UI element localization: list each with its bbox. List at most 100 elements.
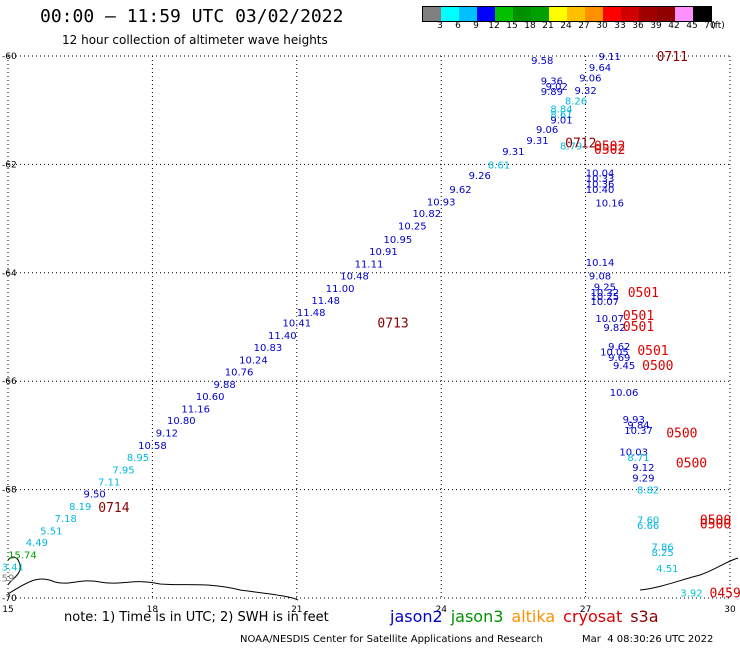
- wave-height-label: 10.83: [254, 343, 283, 354]
- wave-height-label: 9.58: [531, 56, 553, 67]
- satellite-legend-item: jason2: [390, 607, 443, 626]
- legend-swatch: [693, 7, 711, 21]
- wave-height-label: 10.07: [591, 297, 620, 308]
- wave-height-label: 9.89: [541, 87, 563, 98]
- antarctic-coastline-3: [639, 557, 739, 591]
- wave-height-label: 9.32: [574, 86, 596, 97]
- legend-label: 15: [506, 21, 518, 31]
- wave-height-label: 4.51: [656, 564, 678, 575]
- wave-height-label: 10.06: [610, 388, 639, 399]
- wave-height-label: 9.29: [632, 474, 654, 485]
- legend-swatch: [639, 7, 657, 21]
- wave-height-label: 9.31: [502, 147, 524, 158]
- wave-height-label: 8.79: [560, 141, 582, 152]
- wave-height-label: 0.59: [0, 573, 14, 584]
- wave-height-label: 10.41: [282, 319, 311, 330]
- wave-height-label: 9.12: [156, 429, 178, 440]
- wave-height-label: 10.91: [369, 247, 398, 258]
- wave-height-label: 7.11: [98, 477, 120, 488]
- legend-label: 6: [455, 21, 461, 31]
- wave-height-label: 8.82: [637, 486, 659, 497]
- map-subtitle: 12 hour collection of altimeter wave hei…: [62, 33, 328, 47]
- wave-height-label: 8.25: [651, 548, 673, 559]
- wave-height-label: 8.71: [627, 453, 649, 464]
- wave-height-label: 9.25: [594, 282, 616, 293]
- x-tick-label: 21: [291, 605, 302, 615]
- legend-swatch: [495, 7, 513, 21]
- legend-swatch: [675, 7, 693, 21]
- wave-height-label: 11.48: [297, 308, 326, 319]
- wave-height-label: 7.60: [637, 515, 659, 526]
- legend-swatch: [657, 7, 675, 21]
- legend-unit: (ft): [711, 21, 725, 31]
- pass-time-label: 0502: [594, 139, 625, 154]
- color-scale-legend: [422, 6, 712, 22]
- legend-swatch: [513, 7, 531, 21]
- wave-height-label: 8.61: [488, 160, 510, 171]
- satellite-legend-item: altika: [511, 607, 556, 626]
- y-tick-label: -60: [2, 52, 17, 62]
- legend-label: 36: [632, 21, 644, 31]
- legend-label: 21: [542, 21, 554, 31]
- wave-height-label: 9.02: [546, 82, 568, 93]
- footer-timestamp: Mar 4 08:30:26 UTC 2022: [582, 634, 714, 645]
- legend-label: 70: [704, 21, 716, 31]
- legend-label: 27: [578, 21, 590, 31]
- wave-height-label: 3.92: [680, 589, 702, 600]
- pass-time-labels: 0711071205020502071305010501050105010500…: [98, 50, 740, 602]
- wave-height-label: 11.00: [326, 284, 355, 295]
- wave-height-label: 10.24: [239, 356, 268, 367]
- wave-height-label: 9.64: [589, 63, 611, 74]
- pass-time-label: 0501: [628, 286, 659, 301]
- wave-height-label: 10.07: [595, 314, 624, 325]
- x-tick-label: 30: [724, 605, 736, 615]
- wave-height-label: 10.76: [225, 367, 254, 378]
- wave-height-label: 10.58: [138, 441, 167, 452]
- wave-height-label: 10.25: [591, 292, 620, 303]
- wave-height-label: 3.41: [2, 563, 24, 574]
- legend-label: 33: [614, 21, 626, 31]
- wave-height-points: 9.58 9.119.64 9.36 9.06 9.029.89 9.328.268.84…: [0, 52, 703, 600]
- legend-swatch: [459, 7, 477, 21]
- wave-height-label: 9.31: [526, 136, 548, 147]
- legend-swatch: [567, 7, 585, 21]
- legend-swatch: [585, 7, 603, 21]
- legend-swatch: [603, 7, 621, 21]
- pass-time-label: 0459: [710, 587, 740, 602]
- pass-time-label: 0500: [666, 427, 697, 442]
- legend-label: 18: [524, 21, 536, 31]
- wave-height-label: 10.60: [196, 392, 225, 403]
- satellite-legend-item: cryosat: [563, 607, 623, 626]
- pass-time-label: 0500: [700, 513, 731, 528]
- wave-height-label: 11.11: [355, 260, 384, 271]
- wave-height-label: 9.06: [579, 74, 601, 85]
- wave-height-label: 11.40: [268, 331, 297, 342]
- wave-height-label: 15.74: [8, 551, 37, 562]
- satellite-legend: jason2 jason3 altika cryosat s3a: [390, 607, 659, 626]
- map-grid: [7, 55, 731, 599]
- footer-credit: NOAA/NESDIS Center for Satellite Applica…: [240, 634, 543, 645]
- legend-swatch: [621, 7, 639, 21]
- legend-swatch: [423, 7, 441, 21]
- wave-height-label: 9.36: [541, 76, 563, 87]
- wave-height-label: 9.06: [536, 125, 558, 136]
- wave-height-label: 10.48: [340, 272, 369, 283]
- wave-height-label: 7.86: [651, 543, 673, 554]
- wave-height-label: 9.45: [613, 361, 635, 372]
- legend-label: 24: [560, 21, 572, 31]
- coastline: [7, 556, 739, 601]
- y-tick-label: -64: [2, 269, 17, 279]
- legend-swatch: [441, 7, 459, 21]
- pass-time-label: 0501: [623, 309, 654, 324]
- pass-time-label: 0713: [377, 317, 408, 332]
- legend-label: 39: [650, 21, 662, 31]
- wave-height-label: 9.93: [623, 415, 645, 426]
- pass-time-label: 0500: [700, 518, 731, 533]
- y-tick-label: -70: [2, 594, 17, 604]
- legend-label: 30: [596, 21, 608, 31]
- wave-height-label: 10.04: [586, 169, 615, 180]
- x-tick-label: 27: [580, 605, 591, 615]
- wave-height-label: 9.62: [449, 185, 471, 196]
- legend-label: 12: [488, 21, 500, 31]
